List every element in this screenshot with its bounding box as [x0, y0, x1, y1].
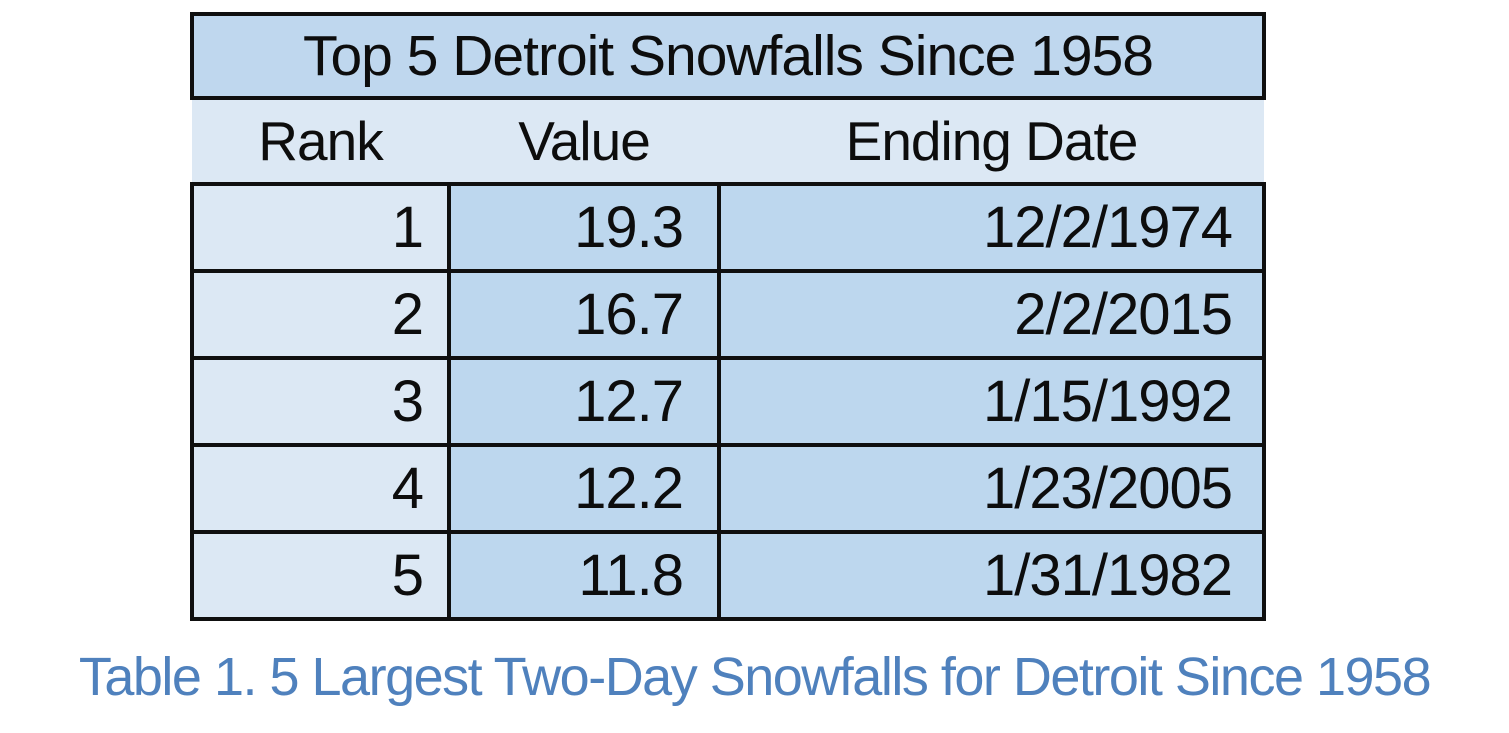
column-header-value: Value [449, 96, 719, 186]
table-title-row: Top 5 Detroit Snowfalls Since 1958 [190, 12, 1266, 100]
date-cell: 1/23/2005 [717, 443, 1266, 534]
date-cell: 1/31/1982 [717, 530, 1266, 621]
table-title: Top 5 Detroit Snowfalls Since 1958 [190, 12, 1266, 100]
table-caption: Table 1. 5 Largest Two-Day Snowfalls for… [78, 647, 1432, 707]
table-row: 5 11.8 1/31/1982 [190, 530, 1266, 621]
table-header-row: Rank Value Ending Date [192, 96, 1264, 186]
rank-cell: 3 [190, 356, 451, 447]
value-cell: 11.8 [447, 530, 721, 621]
rank-cell: 5 [190, 530, 451, 621]
table-row: 1 19.3 12/2/1974 [190, 182, 1266, 273]
value-cell: 16.7 [447, 269, 721, 360]
date-cell: 1/15/1992 [717, 356, 1266, 447]
column-header-rank: Rank [192, 96, 449, 186]
date-cell: 12/2/1974 [717, 182, 1266, 273]
column-header-ending-date: Ending Date [719, 96, 1264, 186]
table-row: 4 12.2 1/23/2005 [190, 443, 1266, 534]
snowfall-data-table: Top 5 Detroit Snowfalls Since 1958 Rank … [190, 12, 1266, 621]
table-row: 3 12.7 1/15/1992 [190, 356, 1266, 447]
rank-cell: 2 [190, 269, 451, 360]
snowfall-table: Top 5 Detroit Snowfalls Since 1958 Rank … [190, 12, 1266, 621]
rank-cell: 4 [190, 443, 451, 534]
date-cell: 2/2/2015 [717, 269, 1266, 360]
table-row: 2 16.7 2/2/2015 [190, 269, 1266, 360]
value-cell: 12.2 [447, 443, 721, 534]
value-cell: 12.7 [447, 356, 721, 447]
value-cell: 19.3 [447, 182, 721, 273]
rank-cell: 1 [190, 182, 451, 273]
